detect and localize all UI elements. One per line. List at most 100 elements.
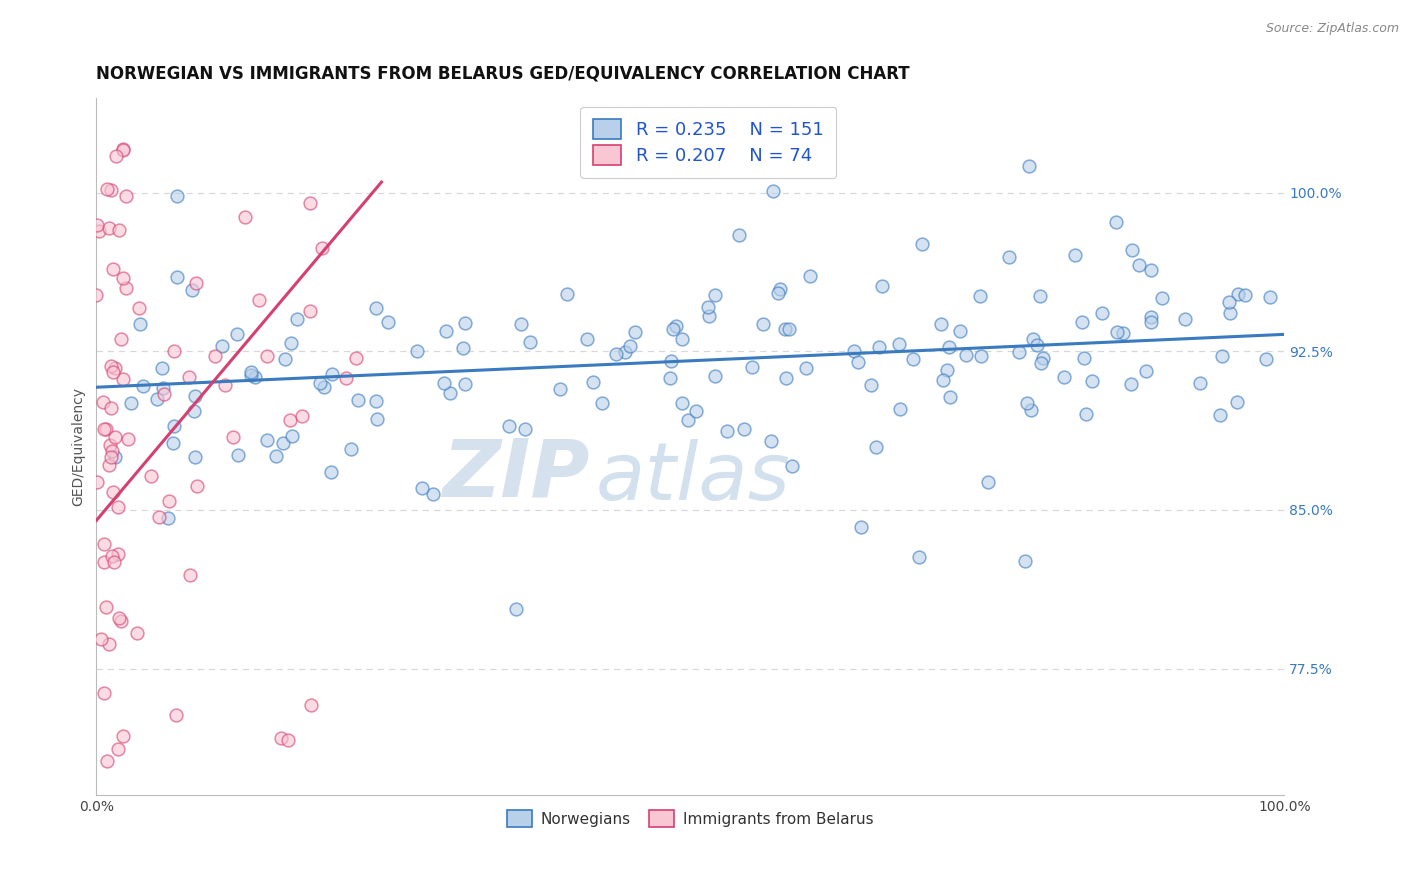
Point [107, 500, 129, 515]
Point [762, 185, 785, 199]
Point [156, 511, 179, 525]
Point [932, 373, 955, 387]
Point [869, 340, 891, 354]
Point [150, 360, 173, 375]
Point [865, 440, 887, 454]
Point [166, 188, 188, 202]
Point [671, 396, 693, 410]
Point [860, 378, 883, 392]
Point [285, 311, 308, 326]
Point [239, 365, 262, 379]
Point [1140, 310, 1163, 325]
Point [1226, 394, 1249, 409]
Point [1254, 351, 1277, 366]
Point [1140, 262, 1163, 277]
Point [319, 465, 342, 479]
Point [671, 332, 693, 346]
Point [977, 475, 1000, 490]
Point [778, 322, 800, 336]
Point [112, 143, 135, 157]
Point [1014, 554, 1036, 568]
Point [1218, 295, 1240, 310]
Point [454, 317, 477, 331]
Point [411, 481, 433, 495]
Point [696, 300, 718, 314]
Point [112, 270, 135, 285]
Point [766, 286, 789, 301]
Point [183, 404, 205, 418]
Point [256, 434, 278, 448]
Point [752, 317, 775, 331]
Text: ZIP: ZIP [441, 435, 589, 514]
Point [97, 637, 120, 651]
Point [1140, 314, 1163, 328]
Point [347, 392, 370, 407]
Point [166, 269, 188, 284]
Point [662, 322, 685, 336]
Point [157, 494, 180, 508]
Point [111, 372, 134, 386]
Point [132, 379, 155, 393]
Point [104, 430, 127, 444]
Point [146, 392, 169, 406]
Point [842, 344, 865, 359]
Point [1128, 259, 1150, 273]
Point [104, 450, 127, 464]
Point [780, 459, 803, 474]
Point [1022, 332, 1045, 346]
Point [222, 430, 245, 444]
Point [128, 301, 150, 316]
Point [998, 250, 1021, 264]
Point [312, 380, 335, 394]
Point [107, 547, 129, 561]
Point [1188, 376, 1211, 390]
Point [1008, 345, 1031, 359]
Point [186, 276, 208, 290]
Point [685, 404, 707, 418]
Point [162, 436, 184, 450]
Point [1015, 396, 1038, 410]
Point [152, 386, 174, 401]
Point [112, 729, 135, 743]
Point [180, 283, 202, 297]
Point [86, 288, 108, 302]
Point [120, 396, 142, 410]
Point [1052, 369, 1074, 384]
Point [576, 332, 599, 346]
Point [1211, 349, 1233, 363]
Point [434, 324, 457, 338]
Point [433, 376, 456, 391]
Text: atlas: atlas [595, 439, 790, 516]
Point [110, 332, 132, 346]
Point [851, 519, 873, 533]
Point [799, 268, 821, 283]
Point [277, 732, 299, 747]
Point [1226, 287, 1249, 301]
Point [87, 224, 110, 238]
Point [1018, 159, 1040, 173]
Point [614, 344, 637, 359]
Point [101, 262, 124, 277]
Point [93, 686, 115, 700]
Point [1091, 306, 1114, 320]
Point [1073, 351, 1095, 366]
Point [454, 377, 477, 392]
Point [1219, 306, 1241, 320]
Point [100, 450, 122, 464]
Point [727, 227, 749, 242]
Point [741, 359, 763, 374]
Point [117, 433, 139, 447]
Y-axis label: GED/Equivalency: GED/Equivalency [72, 387, 86, 506]
Point [93, 422, 115, 436]
Point [1112, 326, 1135, 340]
Point [697, 309, 720, 323]
Text: NORWEGIAN VS IMMIGRANTS FROM BELARUS GED/EQUIVALENCY CORRELATION CHART: NORWEGIAN VS IMMIGRANTS FROM BELARUS GED… [97, 64, 910, 82]
Point [1074, 407, 1097, 421]
Point [703, 288, 725, 302]
Point [624, 325, 647, 339]
Point [226, 448, 249, 462]
Point [901, 351, 924, 366]
Point [1105, 325, 1128, 339]
Point [97, 220, 120, 235]
Point [148, 510, 170, 524]
